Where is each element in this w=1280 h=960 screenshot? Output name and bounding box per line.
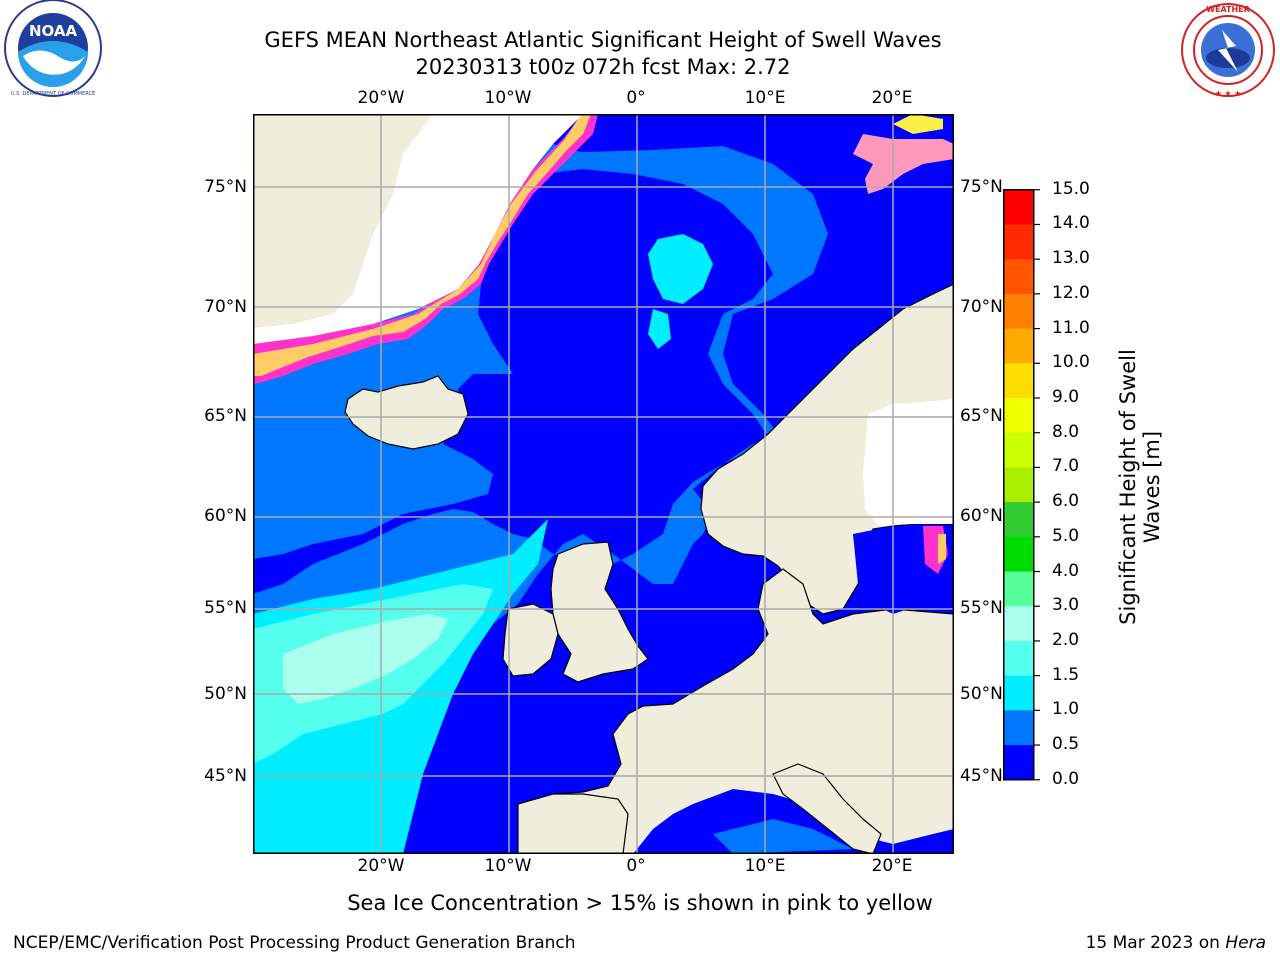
ocean-swell-1-1.5 (648, 234, 713, 304)
lon-label-bottom: 20°E (871, 856, 913, 876)
colorbar-level-0.5-1.0 (1003, 710, 1034, 746)
colorbar-tick-label: 8.0 (1052, 421, 1080, 442)
colorbar-tick-label: 6.0 (1052, 491, 1080, 512)
chart-title: GEFS MEAN Northeast Atlantic Significant… (264, 28, 942, 52)
colorbar-level-14.0-15.0 (1003, 189, 1034, 225)
lon-label-top: 0° (626, 88, 646, 108)
colorbar-level-0.0-0.5 (1003, 745, 1034, 781)
lon-label-top: 20°E (871, 88, 913, 108)
colorbar-tick-label: 7.0 (1052, 456, 1080, 477)
colorbar-title-line2: Waves [m] (1140, 430, 1164, 544)
colorbar-tick-label: 1.5 (1052, 664, 1080, 685)
colorbar (1003, 189, 1040, 781)
lat-label-right: 55°N (960, 598, 1003, 618)
credit-machine: Hera (1225, 933, 1266, 953)
lon-label-top: 20°W (357, 88, 405, 108)
colorbar-tick-label: 4.0 (1052, 560, 1080, 581)
colorbar-level-8.0-9.0 (1003, 397, 1034, 434)
colorbar-tick-label: 14.0 (1052, 213, 1090, 234)
colorbar-title-line1: Significant Height of Swell (1116, 349, 1140, 625)
lat-label-left: 75°N (204, 177, 247, 197)
italy (772, 763, 882, 854)
svg-text:WEATHER: WEATHER (1206, 5, 1250, 14)
lat-label-right: 70°N (960, 297, 1003, 317)
colorbar-level-3.0-4.0 (1003, 571, 1034, 607)
sea-ice-edge (853, 134, 954, 194)
ocean-swell-2-3 (283, 614, 448, 704)
svg-text:U.S. DEPARTMENT OF COMMERCE: U.S. DEPARTMENT OF COMMERCE (11, 91, 95, 97)
colorbar-level-13.0-14.0 (1003, 224, 1034, 260)
iberia (517, 793, 629, 854)
lon-label-top: 10°W (484, 88, 532, 108)
colorbar-tick-label: 2.0 (1052, 629, 1080, 650)
colorbar-level-9.0-10.0 (1003, 363, 1034, 399)
colorbar-tick-label: 3.0 (1052, 595, 1080, 616)
lat-label-right: 50°N (960, 684, 1003, 704)
colorbar-title: Significant Height of Swell Waves [m] (1116, 337, 1164, 637)
colorbar-level-11.0-12.0 (1003, 293, 1034, 330)
colorbar-tick-label: 15.0 (1052, 178, 1090, 199)
colorbar-level-12.0-13.0 (1003, 259, 1034, 295)
colorbar-level-4.0-5.0 (1003, 536, 1034, 573)
lon-label-bottom: 10°E (744, 856, 786, 876)
baltic-ice (938, 534, 946, 564)
colorbar-tick-label: 1.0 (1052, 699, 1080, 720)
lat-label-left: 45°N (204, 766, 247, 786)
colorbar-level-7.0-8.0 (1003, 432, 1034, 468)
colorbar-tick-label: 11.0 (1052, 317, 1090, 338)
credit-date-text: 15 Mar 2023 on (1085, 933, 1226, 953)
lat-label-left: 55°N (204, 598, 247, 618)
svg-text:★ ★ ★: ★ ★ ★ (1215, 89, 1242, 98)
lat-label-right: 75°N (960, 177, 1003, 197)
lat-label-right: 65°N (960, 406, 1003, 426)
swell-height-map (253, 114, 954, 854)
lon-label-bottom: 0° (626, 856, 646, 876)
credit-branch: NCEP/EMC/Verification Post Processing Pr… (13, 933, 576, 953)
colorbar-level-2.0-3.0 (1003, 606, 1034, 642)
lat-label-left: 65°N (204, 406, 247, 426)
colorbar-tick-label: 9.0 (1052, 386, 1080, 407)
noaa-logo-text: NOAA (29, 22, 78, 40)
lat-label-left: 70°N (204, 297, 247, 317)
colorbar-level-1.0-1.5 (1003, 675, 1034, 711)
lon-label-top: 10°E (744, 88, 786, 108)
graticule (253, 114, 954, 854)
noaa-logo: NOAA U.S. DEPARTMENT OF COMMERCE (4, 0, 102, 97)
lat-label-right: 45°N (960, 766, 1003, 786)
iceland (344, 375, 469, 450)
lat-label-left: 50°N (204, 684, 247, 704)
sea-ice-edge (253, 114, 591, 376)
lat-label-right: 60°N (960, 506, 1003, 526)
colorbar-level-6.0-7.0 (1003, 467, 1034, 503)
sea-ice-footnote: Sea Ice Concentration > 15% is shown in … (347, 891, 933, 915)
colorbar-level-10.0-11.0 (1003, 328, 1034, 364)
credit-date: 15 Mar 2023 on Hera (1086, 933, 1266, 953)
sweden-lake (863, 399, 954, 526)
colorbar-level-1.5-2.0 (1003, 640, 1034, 677)
colorbar-tick-label: 13.0 (1052, 248, 1090, 269)
sea-ice-edge (893, 114, 943, 134)
ocean-swell-0.5-1 (413, 144, 588, 374)
ocean-swell-1-1.5 (648, 309, 671, 349)
colorbar-level-5.0-6.0 (1003, 502, 1034, 538)
lon-label-bottom: 10°W (484, 856, 532, 876)
colorbar-tick-label: 0.5 (1052, 734, 1080, 755)
mediterranean-sea (713, 819, 853, 854)
colorbar-tick-label: 12.0 (1052, 282, 1090, 303)
map-frame (253, 114, 954, 854)
colorbar-tick-label: 5.0 (1052, 525, 1080, 546)
lat-label-left: 60°N (204, 506, 247, 526)
colorbar-tick-label: 10.0 (1052, 352, 1090, 373)
lon-label-bottom: 20°W (357, 856, 405, 876)
nws-logo: WEATHER ★ ★ ★ (1181, 3, 1275, 98)
greenland-land (253, 114, 433, 328)
chart-subtitle: 20230313 t00z 072h fcst Max: 2.72 (415, 55, 791, 79)
mediterranean-sea (633, 789, 954, 854)
colorbar-tick-label: 0.0 (1052, 768, 1080, 789)
